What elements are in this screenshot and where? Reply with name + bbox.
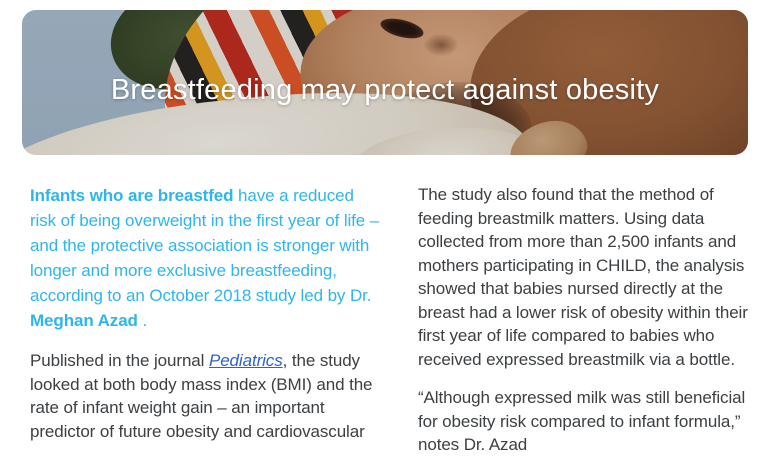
hero-image: Breastfeeding may protect against obesit…	[22, 10, 748, 155]
lead-bold-intro: Infants who are breastfed	[30, 186, 234, 205]
left-column: Infants who are breastfed have a reduced…	[30, 183, 381, 472]
baby-nose	[424, 34, 458, 56]
paragraph-quote: “Although expressed milk was still benef…	[418, 388, 746, 454]
pediatrics-link[interactable]: Pediatrics	[208, 351, 283, 370]
author-name: Meghan Azad	[30, 311, 138, 330]
lead-text: have a reduced risk of being overweight …	[30, 186, 380, 305]
article-body: Infants who are breastfed have a reduced…	[30, 183, 755, 472]
paragraph-published-text-a: Published in the journal	[30, 351, 209, 370]
article-title: Breastfeeding may protect against obesit…	[110, 74, 660, 106]
right-column: The study also found that the method of …	[418, 183, 755, 472]
lead-paragraph: Infants who are breastfed have a reduced…	[30, 183, 381, 333]
paragraph-method: The study also found that the method of …	[418, 185, 748, 369]
paragraph-published: Published in the journal Pediatrics, the…	[30, 349, 381, 443]
lead-tail: .	[137, 311, 148, 330]
hero-darken-overlay	[22, 10, 748, 155]
